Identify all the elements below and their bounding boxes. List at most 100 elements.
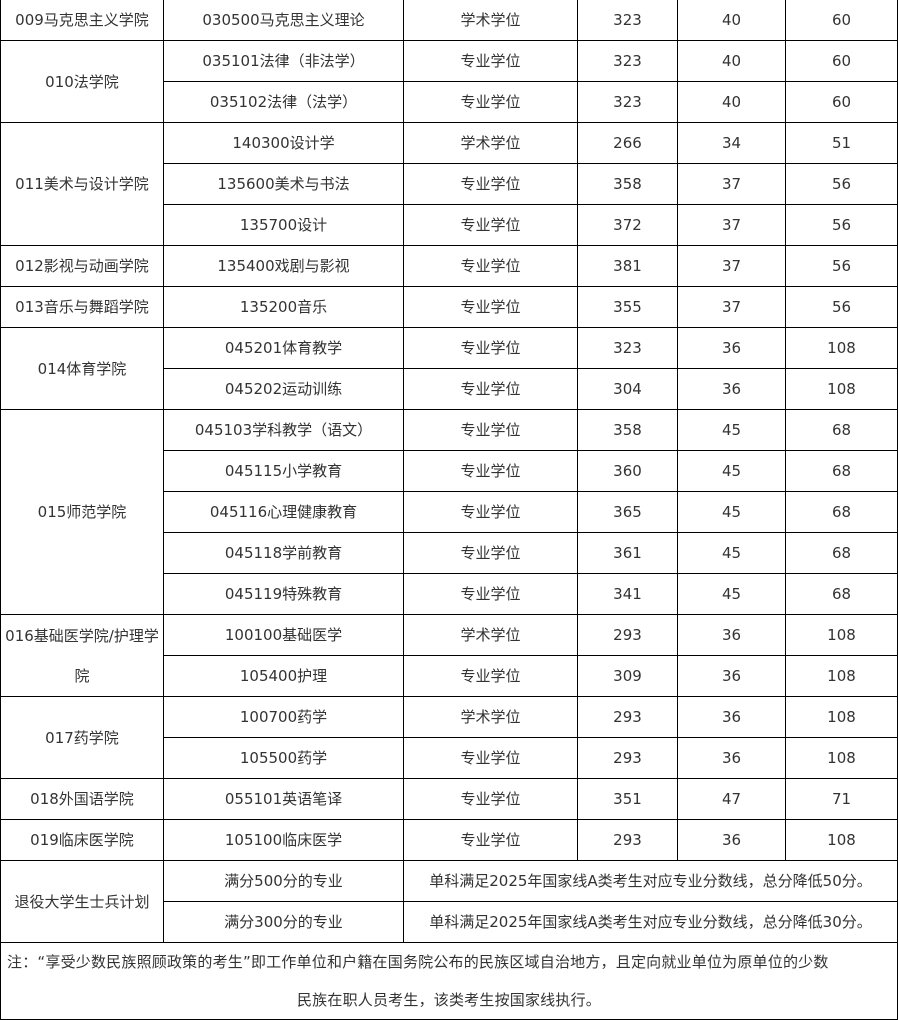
single-subject-over-100-cell: 108 — [785, 819, 898, 861]
single-subject-100-cell: 40 — [677, 81, 786, 123]
single-subject-100-cell: 37 — [677, 204, 786, 246]
single-subject-over-100-cell: 68 — [785, 532, 898, 574]
total-score-cell: 358 — [577, 409, 678, 451]
total-score-cell: 361 — [577, 532, 678, 574]
degree-type-cell: 专业学位 — [403, 245, 578, 287]
total-score-cell: 304 — [577, 368, 678, 410]
table-row: 013音乐与舞蹈学院 135200音乐 专业学位 355 37 56 — [0, 286, 898, 328]
full-score-type-cell: 满分300分的专业 — [163, 901, 404, 943]
table-row: 014体育学院 045201体育教学 专业学位 323 36 108 — [0, 327, 898, 410]
veterans-rule-cell: 单科满足2025年国家线A类考生对应专业分数线，总分降低50分。 — [403, 860, 898, 902]
total-score-cell: 323 — [577, 40, 678, 82]
single-subject-over-100-cell: 108 — [785, 368, 898, 410]
degree-type-cell: 学术学位 — [403, 614, 578, 656]
degree-type-cell: 专业学位 — [403, 450, 578, 492]
single-subject-100-cell: 36 — [677, 614, 786, 656]
single-subject-100-cell: 40 — [677, 0, 786, 41]
single-subject-100-cell: 36 — [677, 368, 786, 410]
table-row: 015师范学院 045103学科教学（语文） 专业学位 358 45 68 — [0, 409, 898, 615]
total-score-cell: 365 — [577, 491, 678, 533]
program-cell: 045116心理健康教育 — [163, 491, 404, 533]
program-cell: 045115小学教育 — [163, 450, 404, 492]
table-row: 012影视与动画学院 135400戏剧与影视 专业学位 381 37 56 — [0, 245, 898, 287]
program-cell: 135700设计 — [163, 204, 404, 246]
program-cell: 105100临床医学 — [163, 819, 404, 861]
total-score-cell: 293 — [577, 696, 678, 738]
total-score-cell: 323 — [577, 0, 678, 41]
table-row: 018外国语学院 055101英语笔译 专业学位 351 47 71 — [0, 778, 898, 820]
total-score-cell: 358 — [577, 163, 678, 205]
table-row: 010法学院 035101法律（非法学） 专业学位 323 40 60 — [0, 40, 898, 123]
single-subject-over-100-cell: 60 — [785, 0, 898, 41]
total-score-cell: 360 — [577, 450, 678, 492]
single-subject-100-cell: 45 — [677, 409, 786, 451]
single-subject-100-cell: 37 — [677, 163, 786, 205]
total-score-cell: 372 — [577, 204, 678, 246]
total-score-cell: 293 — [577, 614, 678, 656]
single-subject-100-cell: 36 — [677, 819, 786, 861]
program-cell: 105400护理 — [163, 655, 404, 697]
note-row: 注：“享受少数民族照顾政策的考生”即工作单位和户籍在国务院公布的民族区域自治地方… — [0, 942, 898, 1020]
degree-type-cell: 专业学位 — [403, 737, 578, 779]
college-cell: 019临床医学院 — [0, 819, 164, 861]
degree-type-cell: 专业学位 — [403, 655, 578, 697]
total-score-cell: 309 — [577, 655, 678, 697]
single-subject-over-100-cell: 56 — [785, 245, 898, 287]
degree-type-cell: 专业学位 — [403, 163, 578, 205]
degree-type-cell: 专业学位 — [403, 778, 578, 820]
degree-type-cell: 专业学位 — [403, 81, 578, 123]
total-score-cell: 266 — [577, 122, 678, 164]
program-cell: 105500药学 — [163, 737, 404, 779]
total-score-cell: 381 — [577, 245, 678, 287]
single-subject-over-100-cell: 68 — [785, 450, 898, 492]
program-cell: 045201体育教学 — [163, 327, 404, 369]
college-cell: 013音乐与舞蹈学院 — [0, 286, 164, 328]
single-subject-over-100-cell: 51 — [785, 122, 898, 164]
veterans-rule-cell: 单科满足2025年国家线A类考生对应专业分数线，总分降低30分。 — [403, 901, 898, 943]
program-cell: 035102法律（法学） — [163, 81, 404, 123]
program-cell: 030500马克思主义理论 — [163, 0, 404, 41]
degree-type-cell: 专业学位 — [403, 204, 578, 246]
single-subject-over-100-cell: 56 — [785, 163, 898, 205]
degree-type-cell: 学术学位 — [403, 122, 578, 164]
table-row: 135700设计 专业学位 372 37 56 — [1, 204, 898, 246]
college-cell: 015师范学院 — [0, 409, 164, 615]
program-cell: 045119特殊教育 — [163, 573, 404, 615]
degree-type-cell: 专业学位 — [403, 819, 578, 861]
college-cell: 012影视与动画学院 — [0, 245, 164, 287]
program-cell: 045118学前教育 — [163, 532, 404, 574]
veterans-row: 满分300分的专业 单科满足2025年国家线A类考生对应专业分数线，总分降低30分… — [1, 901, 898, 943]
single-subject-over-100-cell: 68 — [785, 409, 898, 451]
degree-type-cell: 专业学位 — [403, 286, 578, 328]
total-score-cell: 323 — [577, 327, 678, 369]
table-row: 017药学院 100700药学 学术学位 293 36 108 — [0, 696, 898, 779]
single-subject-100-cell: 37 — [677, 286, 786, 328]
college-cell: 016基础医学院/护理学院 — [0, 614, 164, 697]
note-cell: 注：“享受少数民族照顾政策的考生”即工作单位和户籍在国务院公布的民族区域自治地方… — [0, 942, 898, 1020]
table-row: 011美术与设计学院 140300设计学 学术学位 266 34 51 — [0, 122, 898, 246]
college-cell: 017药学院 — [0, 696, 164, 779]
program-cell: 035101法律（非法学） — [163, 40, 404, 82]
single-subject-over-100-cell: 60 — [785, 81, 898, 123]
single-subject-over-100-cell: 56 — [785, 204, 898, 246]
program-cell: 045103学科教学（语文） — [163, 409, 404, 451]
table-row: 045116心理健康教育 专业学位 365 45 68 — [1, 491, 898, 533]
program-cell: 135600美术与书法 — [163, 163, 404, 205]
college-cell: 010法学院 — [0, 40, 164, 123]
single-subject-over-100-cell: 60 — [785, 40, 898, 82]
total-score-cell: 293 — [577, 737, 678, 779]
college-cell: 014体育学院 — [0, 327, 164, 410]
program-cell: 135200音乐 — [163, 286, 404, 328]
table-row: 019临床医学院 105100临床医学 专业学位 293 36 108 — [0, 819, 898, 861]
program-cell: 100100基础医学 — [163, 614, 404, 656]
single-subject-100-cell: 40 — [677, 40, 786, 82]
single-subject-100-cell: 45 — [677, 532, 786, 574]
total-score-cell: 341 — [577, 573, 678, 615]
full-score-type-cell: 满分500分的专业 — [163, 860, 404, 902]
program-cell: 055101英语笔译 — [163, 778, 404, 820]
single-subject-100-cell: 34 — [677, 122, 786, 164]
total-score-cell: 293 — [577, 819, 678, 861]
table-row: 045118学前教育 专业学位 361 45 68 — [1, 532, 898, 574]
single-subject-over-100-cell: 71 — [785, 778, 898, 820]
